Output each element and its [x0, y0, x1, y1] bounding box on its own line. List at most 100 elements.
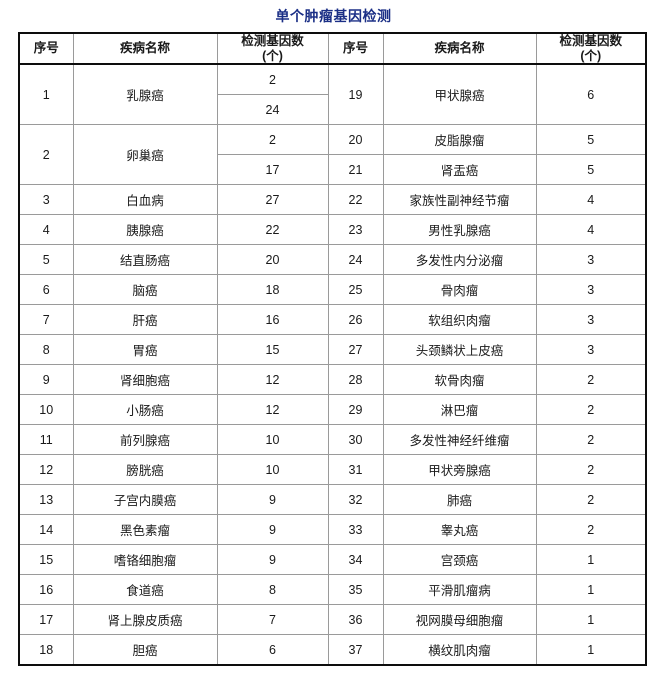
row-index-left: 13	[18, 484, 74, 515]
gene-count-right: 4	[535, 184, 647, 215]
disease-name-right: 皮脂腺瘤	[382, 124, 537, 155]
gene-count-right: 2	[535, 424, 647, 455]
disease-name-left: 乳腺癌	[72, 63, 218, 125]
row-index-left: 17	[18, 604, 74, 635]
gene-count-right: 5	[535, 124, 647, 155]
table-header: 序号 疾病名称 检测基因数 (个) 序号 疾病名称 检测基因数 (个)	[18, 32, 647, 65]
table-row: 15 嗜铬细胞瘤 9 34 宫颈癌 1	[18, 544, 647, 575]
row-index-right: 27	[327, 334, 384, 365]
disease-name-right: 甲状腺癌	[382, 63, 537, 125]
gene-count-left: 9	[216, 514, 329, 545]
disease-name-right: 肾盂癌	[382, 154, 537, 185]
disease-name-right: 视网膜母细胞瘤	[382, 604, 537, 635]
gene-count-left: 20	[216, 244, 329, 275]
gene-count-left: 24	[216, 94, 329, 125]
table-row: 24	[19, 94, 646, 125]
disease-name-left: 脑癌	[72, 274, 218, 305]
table-row: 7 肝癌 16 26 软组织肉瘤 3	[18, 304, 647, 335]
disease-name-left: 黑色素瘤	[72, 514, 218, 545]
header-gene-count-right-line2: (个)	[580, 48, 602, 63]
gene-count-left: 18	[216, 274, 329, 305]
table-row: 18 胆癌 6 37 横纹肌肉瘤 1	[18, 634, 647, 666]
row-index-left: 3	[18, 184, 74, 215]
gene-count-left: 8	[216, 574, 329, 605]
row-index-left: 7	[18, 304, 74, 335]
disease-name-left: 胆癌	[72, 634, 218, 666]
row-index-right: 28	[327, 364, 384, 395]
disease-name-right: 家族性副神经节瘤	[382, 184, 537, 215]
disease-name-left: 前列腺癌	[72, 424, 218, 455]
gene-count-right: 4	[535, 214, 647, 245]
row-index-right: 19	[327, 63, 384, 125]
table-row: 2 卵巢癌 2 20 皮脂腺瘤 5	[18, 124, 647, 185]
row-index-left: 4	[18, 214, 74, 245]
disease-name-right: 淋巴瘤	[382, 394, 537, 425]
row-index-left: 15	[18, 544, 74, 575]
table-row: 11 前列腺癌 10 30 多发性神经纤维瘤 2	[18, 424, 647, 455]
gene-detection-table-container: 序号 疾病名称 检测基因数 (个) 序号 疾病名称 检测基因数 (个) 1 乳腺癌…	[18, 32, 647, 666]
gene-count-right: 2	[535, 454, 647, 485]
gene-count-right: 3	[535, 274, 647, 305]
gene-count-left: 6	[216, 634, 329, 666]
gene-count-right: 1	[535, 544, 647, 575]
header-row: 序号 疾病名称 检测基因数 (个) 序号 疾病名称 检测基因数 (个)	[18, 32, 647, 65]
disease-name-right: 软骨肉瘤	[382, 364, 537, 395]
table-row: 1 乳腺癌 2 19 甲状腺癌 6	[18, 63, 647, 125]
gene-count-right: 3	[535, 304, 647, 335]
gene-count-left: 2	[216, 63, 329, 95]
disease-name-right: 宫颈癌	[382, 544, 537, 575]
gene-count-left: 15	[216, 334, 329, 365]
header-gene-count-left-line1: 检测基因数	[241, 34, 304, 49]
table-row: 12 膀胱癌 10 31 甲状旁腺癌 2	[18, 454, 647, 485]
row-index-right: 33	[327, 514, 384, 545]
table-row: 3 白血病 27 22 家族性副神经节瘤 4	[18, 184, 647, 215]
disease-name-left: 子宫内膜癌	[72, 484, 218, 515]
disease-name-left: 嗜铬细胞瘤	[72, 544, 218, 575]
disease-name-left: 结直肠癌	[72, 244, 218, 275]
header-gene-count-left-line2: (个)	[262, 48, 283, 63]
row-index-right: 24	[327, 244, 384, 275]
row-index-left: 16	[18, 574, 74, 605]
header-disease-right: 疾病名称	[382, 32, 537, 65]
gene-count-left: 7	[216, 604, 329, 635]
row-index-left: 9	[18, 364, 74, 395]
gene-count-left: 12	[216, 364, 329, 395]
table-row: 16 食道癌 8 35 平滑肌瘤病 1	[18, 574, 647, 605]
row-index-right: 25	[327, 274, 384, 305]
disease-name-left: 胰腺癌	[72, 214, 218, 245]
disease-name-right: 男性乳腺癌	[382, 214, 537, 245]
disease-name-right: 骨肉瘤	[382, 274, 537, 305]
header-gene-count-right-line1: 检测基因数	[559, 34, 622, 49]
disease-name-left: 肾上腺皮质癌	[72, 604, 218, 635]
header-gene-count-right: 检测基因数 (个)	[535, 32, 647, 65]
gene-count-left: 9	[216, 484, 329, 515]
gene-count-right: 3	[535, 244, 647, 275]
gene-count-left: 9	[216, 544, 329, 575]
disease-name-left: 膀胱癌	[72, 454, 218, 485]
row-index-right: 32	[327, 484, 384, 515]
row-index-left: 12	[18, 454, 74, 485]
disease-name-left: 胃癌	[72, 334, 218, 365]
disease-name-right: 甲状旁腺癌	[382, 454, 537, 485]
gene-count-right: 1	[535, 634, 647, 666]
table-row: 10 小肠癌 12 29 淋巴瘤 2	[18, 394, 647, 425]
row-index-right: 35	[327, 574, 384, 605]
disease-name-right: 多发性神经纤维瘤	[382, 424, 537, 455]
row-index-left: 18	[18, 634, 74, 666]
disease-name-left: 小肠癌	[72, 394, 218, 425]
gene-count-right: 3	[535, 334, 647, 365]
row-index-left: 2	[18, 124, 74, 185]
table-row: 13 子宫内膜癌 9 32 肺癌 2	[18, 484, 647, 515]
table-row: 5 结直肠癌 20 24 多发性内分泌瘤 3	[18, 244, 647, 275]
table-row: 9 肾细胞癌 12 28 软骨肉瘤 2	[18, 364, 647, 395]
row-index-right: 34	[327, 544, 384, 575]
gene-count-left: 12	[216, 394, 329, 425]
disease-name-right: 多发性内分泌瘤	[382, 244, 537, 275]
row-index-right: 22	[327, 184, 384, 215]
disease-name-right: 软组织肉瘤	[382, 304, 537, 335]
header-gene-count-left: 检测基因数 (个)	[216, 32, 329, 65]
row-index-right: 31	[327, 454, 384, 485]
gene-count-right: 2	[535, 394, 647, 425]
row-index-right: 36	[327, 604, 384, 635]
row-index-left: 1	[18, 63, 74, 125]
